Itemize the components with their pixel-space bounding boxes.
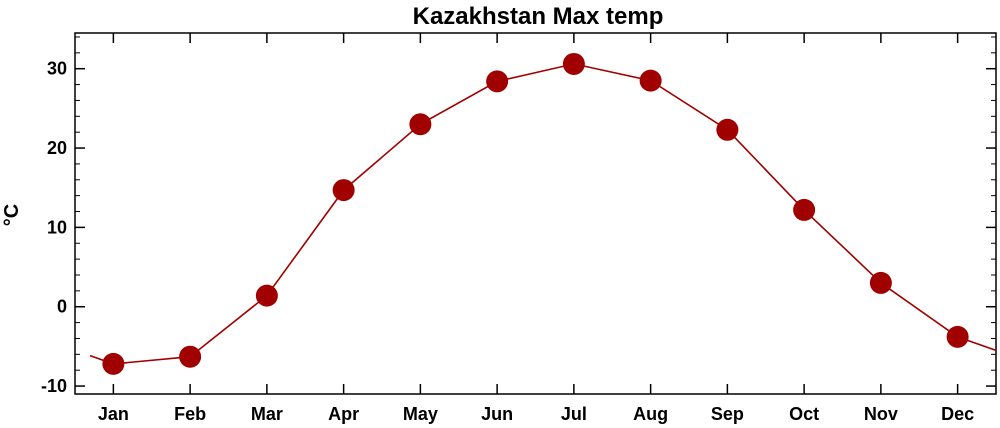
data-point-sep — [716, 118, 739, 141]
data-point-feb — [179, 345, 202, 368]
x-tick-label: Dec — [941, 404, 974, 424]
x-tick-label: Sep — [711, 404, 744, 424]
x-tick-label: Apr — [328, 404, 359, 424]
x-tick-label: Mar — [251, 404, 283, 424]
y-axis-label: °C — [1, 204, 23, 226]
chart-title: Kazakhstan Max temp — [413, 3, 664, 30]
x-tick-label: Jul — [561, 404, 587, 424]
data-point-mar — [255, 284, 278, 307]
y-tick-label: -10 — [41, 376, 67, 396]
axes: -10 0 10 20 30 Jan Feb Mar Apr May Jun Jul Aug Sep Oct… — [41, 32, 997, 424]
x-tick-label: Aug — [633, 404, 668, 424]
y-tick-label: 20 — [47, 138, 67, 158]
plot-frame — [74, 32, 997, 395]
data-point-jan — [102, 352, 125, 375]
y-tick-label: 30 — [47, 59, 67, 79]
data-point-nov — [869, 271, 892, 294]
series-line — [89, 63, 997, 365]
x-tick-label: Jun — [481, 404, 513, 424]
data-point-may — [409, 113, 432, 136]
data-point-aug — [639, 69, 662, 92]
data-point-oct — [793, 198, 816, 221]
x-tick-label: Oct — [789, 404, 819, 424]
data-point-jul — [562, 52, 585, 75]
y-tick-label: 10 — [47, 217, 67, 237]
y-tick-label: 0 — [57, 297, 67, 317]
x-tick-label: Nov — [864, 404, 898, 424]
data-point-dec — [946, 325, 969, 348]
x-tick-label: Feb — [174, 404, 206, 424]
x-tick-label: Jan — [98, 404, 129, 424]
data-point-jun — [486, 70, 509, 93]
x-tick-label: May — [403, 404, 438, 424]
series — [89, 52, 997, 375]
data-point-apr — [332, 179, 355, 202]
